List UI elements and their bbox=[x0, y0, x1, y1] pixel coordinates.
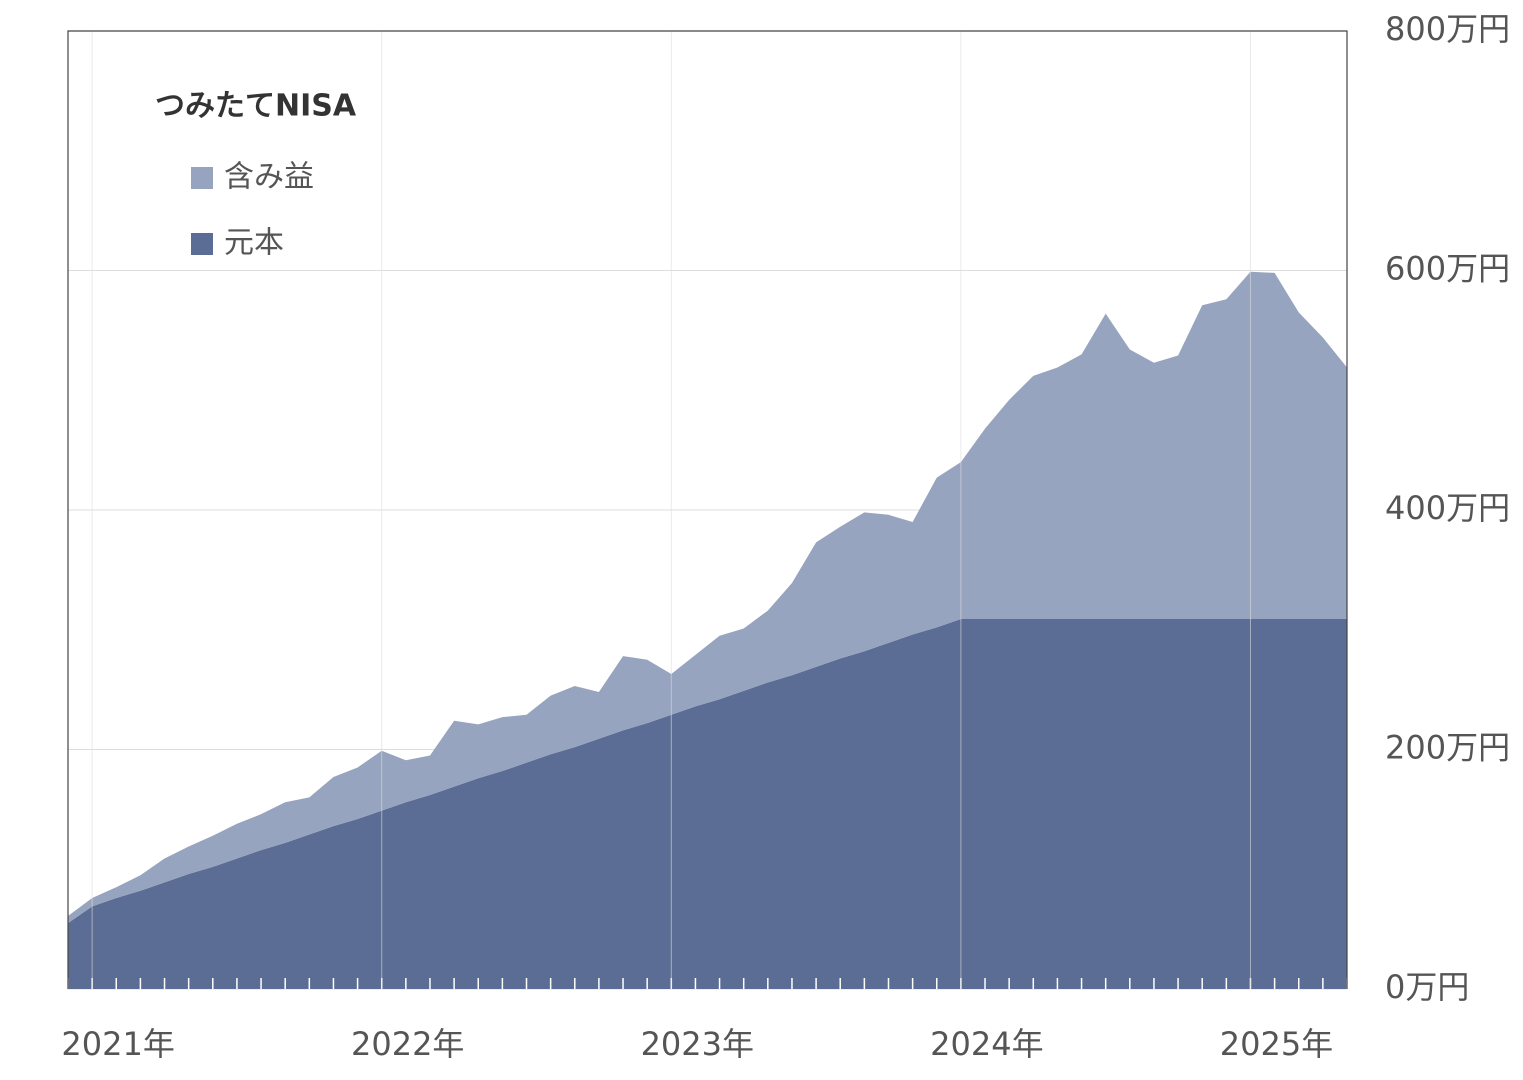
y-tick-label: 0万円 bbox=[1385, 968, 1469, 1006]
y-tick-label: 400万円 bbox=[1385, 489, 1510, 527]
x-tick-label: 2021年 bbox=[61, 1025, 174, 1063]
x-tick-label: 2022年 bbox=[351, 1025, 464, 1063]
y-tick-label: 200万円 bbox=[1385, 729, 1510, 767]
x-tick-label: 2024年 bbox=[930, 1025, 1043, 1063]
y-tick-label: 800万円 bbox=[1385, 10, 1510, 48]
plot-frame bbox=[67, 30, 1348, 989]
legend-title: つみたてNISA bbox=[155, 89, 357, 124]
legend-swatch bbox=[191, 167, 213, 189]
x-tick-label: 2025年 bbox=[1220, 1025, 1333, 1063]
x-tick-label: 2023年 bbox=[641, 1025, 754, 1063]
area bbox=[68, 618, 1347, 989]
y-tick-label: 600万円 bbox=[1385, 250, 1510, 288]
legend-swatch bbox=[191, 233, 213, 255]
area bbox=[68, 271, 1347, 924]
legend-label: 含み益 bbox=[224, 160, 314, 195]
legend-label: 元本 bbox=[224, 226, 284, 261]
